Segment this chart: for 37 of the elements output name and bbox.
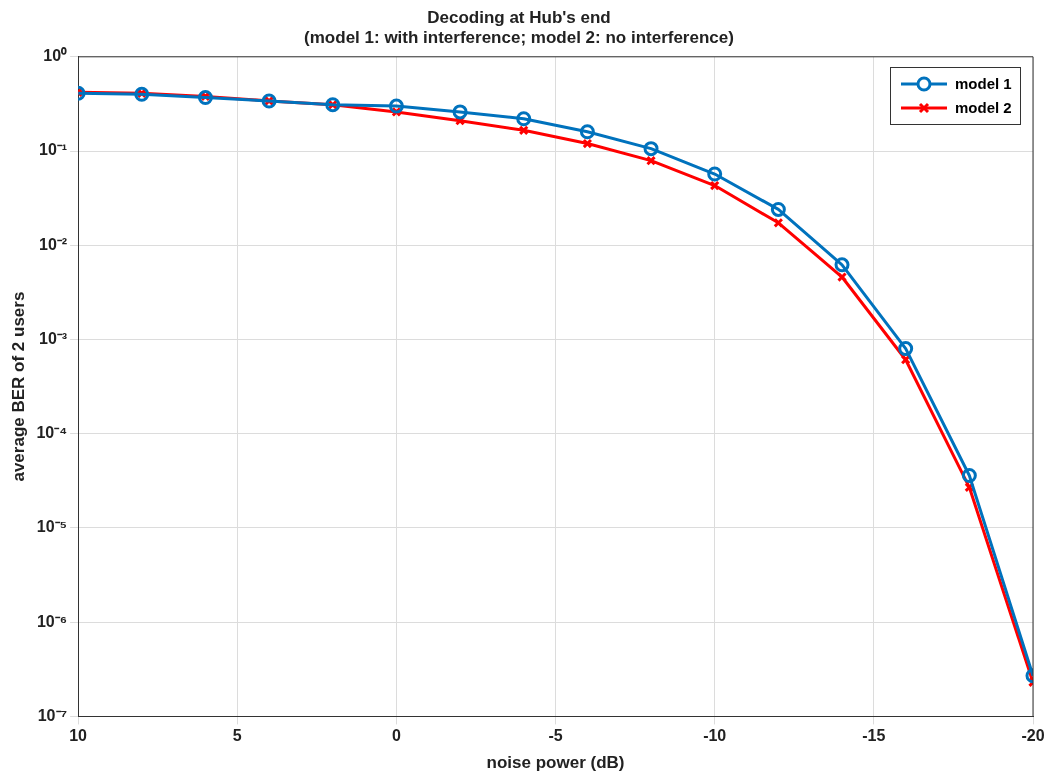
y-tick-label: 10⁻⁴ xyxy=(36,424,68,442)
x-tick-label: 0 xyxy=(391,727,401,745)
point xyxy=(836,272,848,283)
point xyxy=(770,201,786,217)
point xyxy=(388,98,404,114)
x-axis-title: noise power (dB) xyxy=(486,753,625,773)
y-tick-label: 10⁻³ xyxy=(38,329,68,347)
chart-subtitle: (model 1: with interference; model 2: no interference) xyxy=(304,28,734,48)
y-tick-label: 10⁻⁵ xyxy=(36,518,68,536)
point xyxy=(709,180,720,191)
point xyxy=(452,104,468,120)
x-tick-label: -20 xyxy=(1021,727,1045,745)
x-tick-label: -5 xyxy=(548,727,563,745)
y-tick-label: 10⁻⁷ xyxy=(37,706,68,724)
point xyxy=(961,468,977,484)
y-tick-label: 10⁻² xyxy=(38,235,68,253)
point xyxy=(516,111,532,127)
y-tick-label: 10⁻⁶ xyxy=(36,612,68,630)
point xyxy=(773,217,784,228)
point xyxy=(518,125,529,136)
point xyxy=(646,155,657,166)
point xyxy=(643,141,659,157)
x-tick-label: 10 xyxy=(69,727,88,745)
point xyxy=(707,166,723,182)
x-tick-label: -15 xyxy=(862,727,886,745)
legend-label: model 1 xyxy=(955,75,1012,93)
y-axis-title: average BER of 2 users xyxy=(8,291,28,482)
point xyxy=(834,257,850,273)
legend-label: model 2 xyxy=(955,99,1012,117)
x-tick-label: -10 xyxy=(703,727,727,745)
y-tick-label: 10⁰ xyxy=(43,47,68,65)
y-tick-label: 10⁻¹ xyxy=(38,141,68,159)
x-tick-label: 5 xyxy=(232,727,242,745)
point xyxy=(582,138,593,149)
point xyxy=(898,341,914,357)
point xyxy=(579,124,595,140)
chart-title: Decoding at Hub's end xyxy=(427,7,611,27)
